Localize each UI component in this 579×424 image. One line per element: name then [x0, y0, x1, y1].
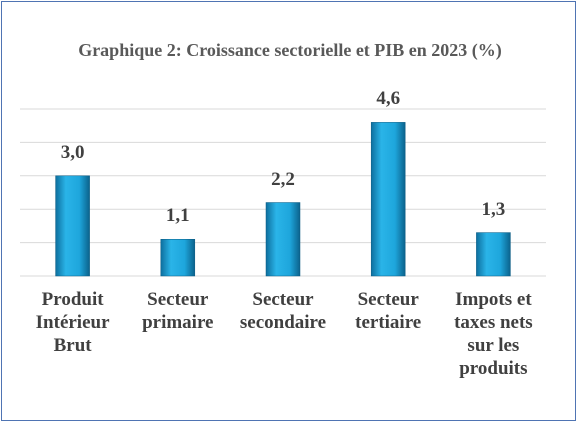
- x-tick-label: Secteur primaire: [142, 289, 214, 333]
- data-label: 4,6: [376, 88, 401, 110]
- x-tick-label: Impots et taxes nets sur les produits: [454, 289, 533, 379]
- bar: [370, 122, 406, 277]
- bar: [265, 202, 301, 277]
- bar: [476, 232, 511, 277]
- x-tick-label: Secteur secondaire: [239, 289, 327, 333]
- data-label: 3,0: [60, 141, 85, 163]
- data-label: 1,1: [165, 205, 190, 227]
- data-label: 1,3: [481, 198, 506, 220]
- x-tick-label: Secteur tertiaire: [355, 289, 422, 333]
- chart-title: Graphique 2: Croissance sectorielle et P…: [78, 40, 502, 60]
- bar: [55, 175, 90, 277]
- data-label: 2,2: [271, 168, 295, 190]
- bar: [160, 239, 196, 277]
- x-tick-label: Produit Intérieur Brut: [35, 289, 110, 356]
